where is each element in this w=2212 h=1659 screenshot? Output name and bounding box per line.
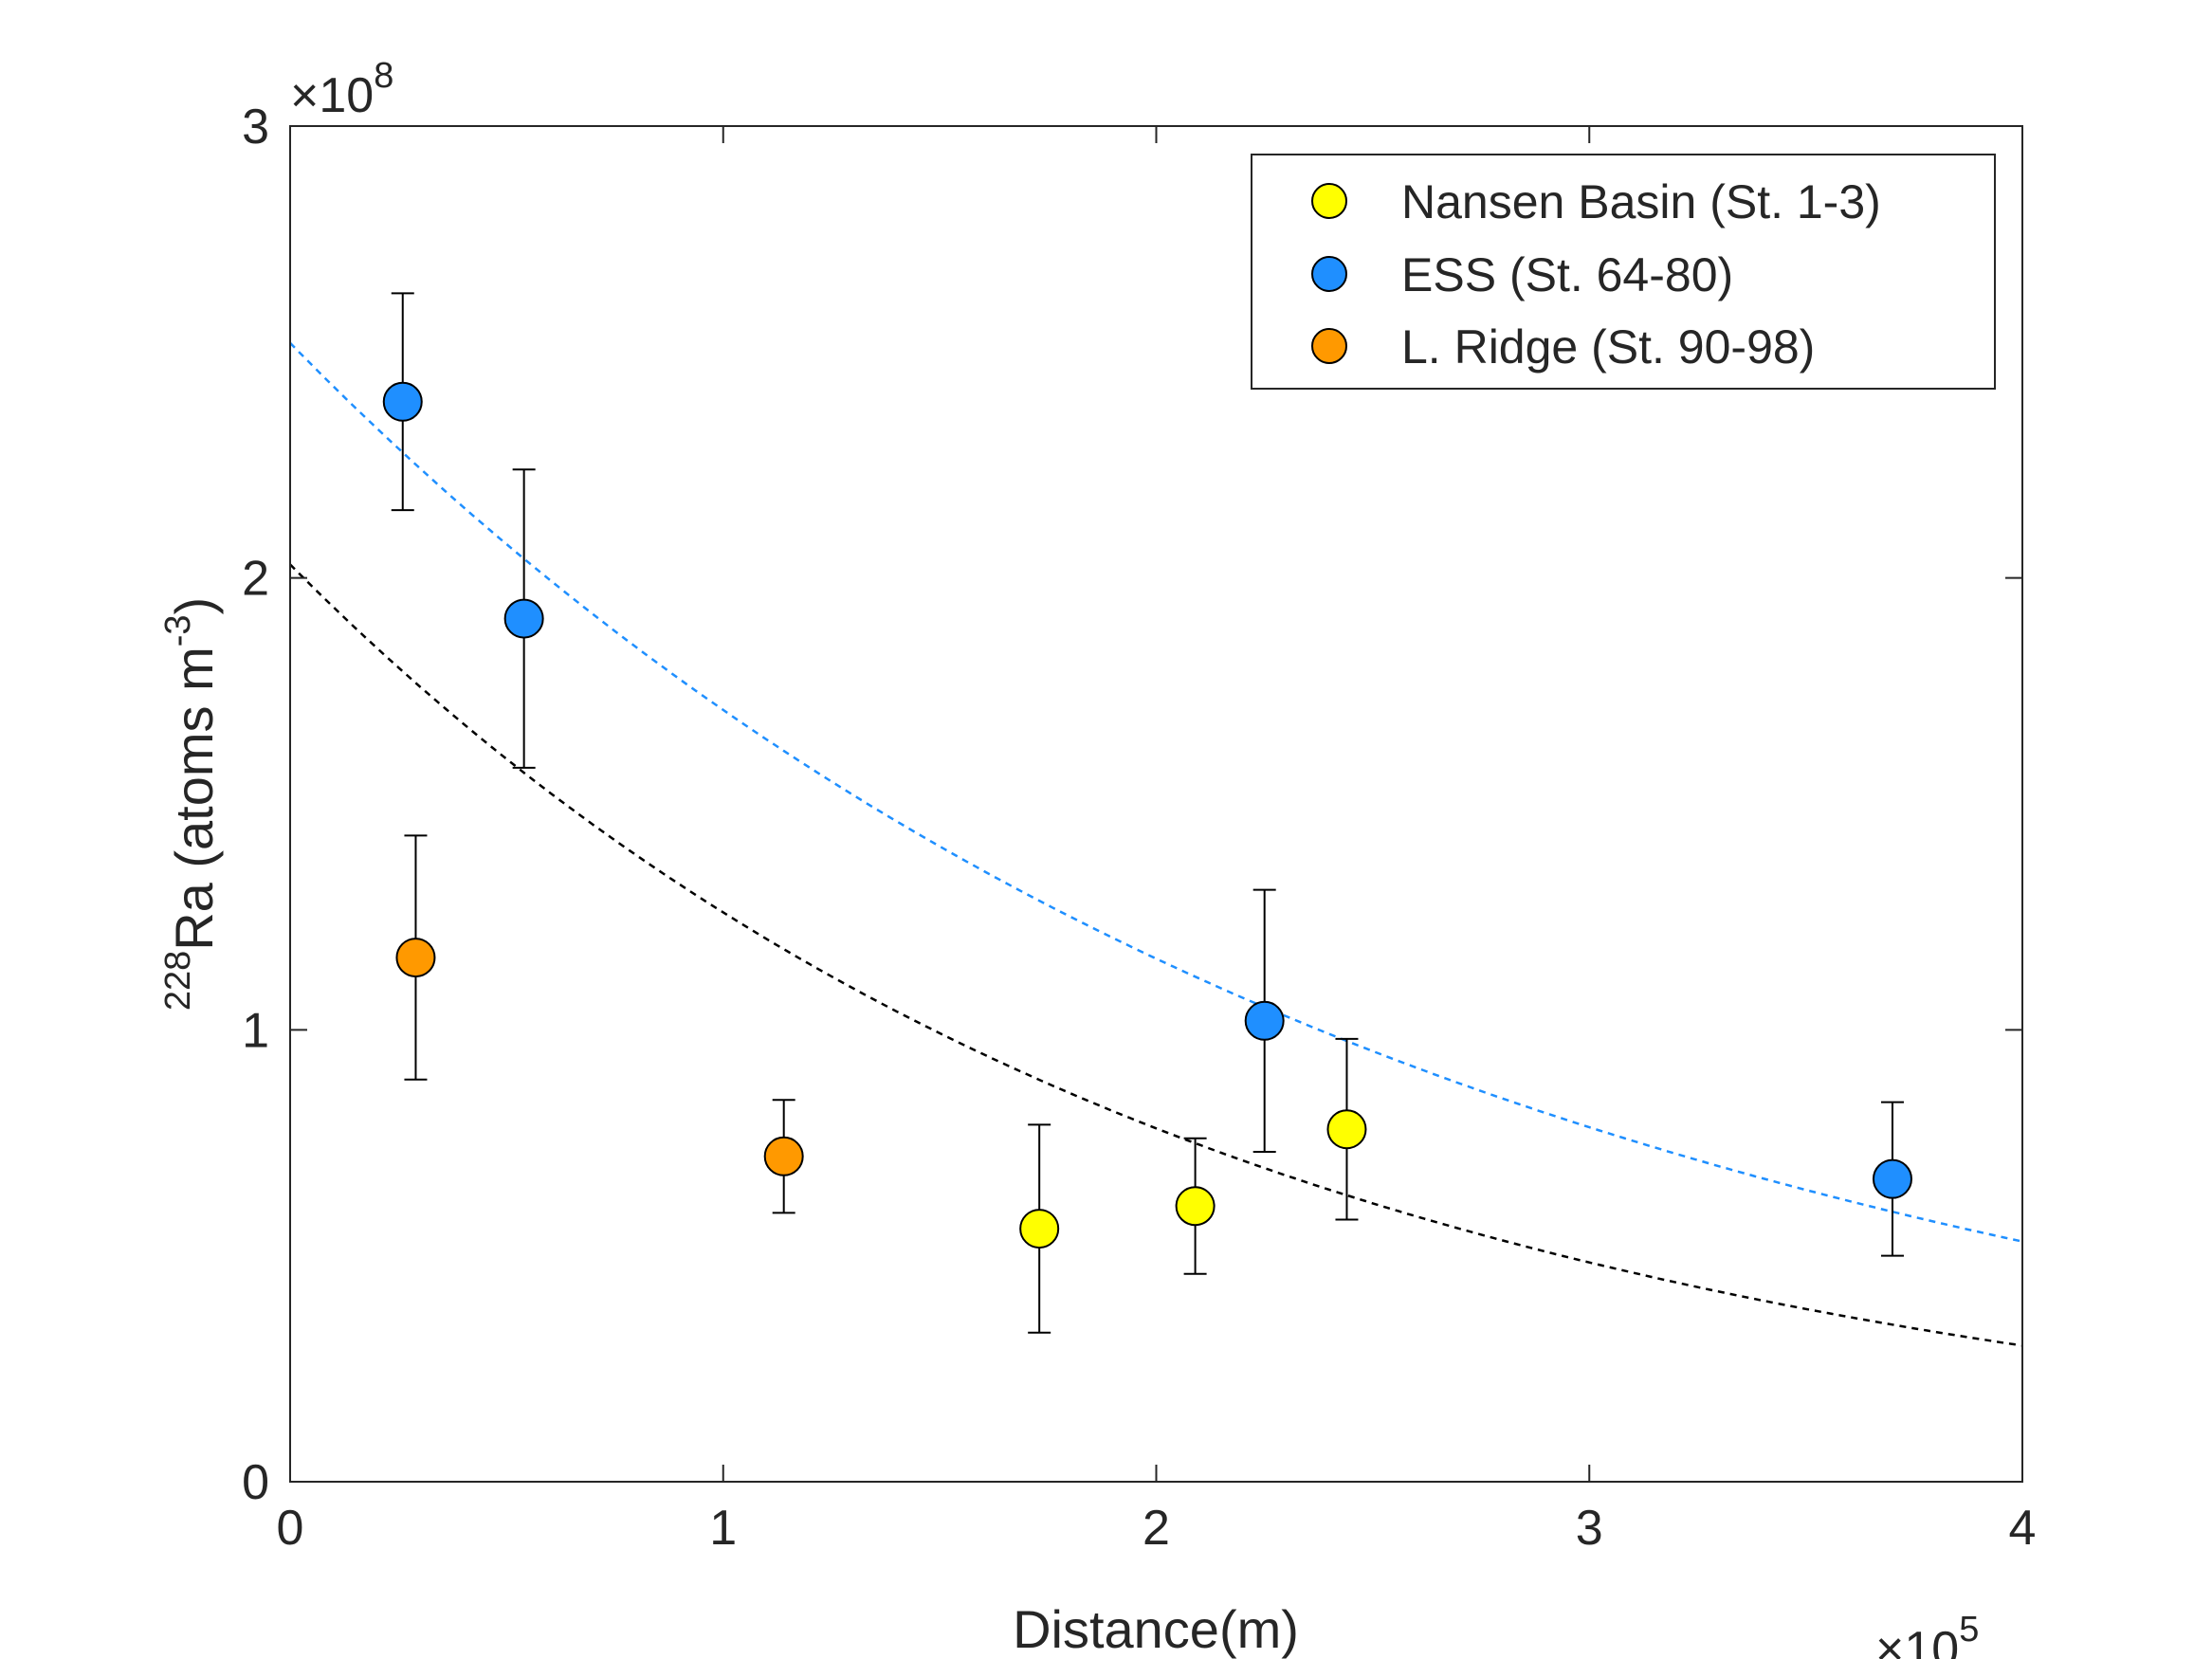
legend-marker-lridge bbox=[1311, 328, 1347, 364]
x-multiplier: ×105 bbox=[1875, 1610, 1979, 1659]
y-label-exponent: -3 bbox=[158, 614, 198, 647]
x-tick-label: 2 bbox=[1143, 1501, 1170, 1556]
x-tick-label: 3 bbox=[1576, 1501, 1603, 1556]
y-tick-label: 2 bbox=[242, 552, 269, 607]
data-point-series2-0 bbox=[395, 938, 436, 978]
data-point-series1-1 bbox=[503, 598, 544, 639]
legend-label-nansen: Nansen Basin (St. 1-3) bbox=[1401, 175, 1881, 228]
x-multiplier-base: ×10 bbox=[1875, 1622, 1959, 1659]
x-tick-label: 4 bbox=[2009, 1501, 2037, 1556]
x-axis-ticks: 0 1 2 3 4 bbox=[277, 126, 2037, 1556]
x-tick-label: 0 bbox=[277, 1501, 304, 1556]
y-tick-label: 1 bbox=[242, 1003, 269, 1058]
data-point-series0-2 bbox=[1326, 1109, 1367, 1150]
data-point-series0-1 bbox=[1175, 1186, 1216, 1227]
x-axis-label: Distance(m) bbox=[1013, 1599, 1299, 1659]
y-axis-ticks: 0 1 2 3 bbox=[242, 100, 2022, 1510]
legend-box bbox=[1251, 154, 1996, 390]
y-axis-label: 228Ra (atoms m-3) bbox=[158, 597, 224, 1011]
data-point-series1-0 bbox=[382, 381, 423, 422]
legend-label-ess: ESS (St. 64-80) bbox=[1401, 248, 1733, 301]
y-tick-label: 3 bbox=[242, 100, 269, 155]
data-point-series2-1 bbox=[763, 1136, 804, 1176]
legend-label-lridge: L. Ridge (St. 90-98) bbox=[1401, 320, 1815, 374]
legend-marker-nansen bbox=[1311, 183, 1347, 219]
x-multiplier-exponent: 5 bbox=[1959, 1610, 1979, 1650]
y-tick-label: 0 bbox=[242, 1455, 269, 1510]
y-multiplier-base: ×10 bbox=[290, 68, 374, 123]
legend-marker-ess bbox=[1311, 256, 1347, 292]
data-point-series1-2 bbox=[1244, 1000, 1285, 1041]
y-multiplier: ×108 bbox=[290, 56, 393, 123]
y-label-close: ) bbox=[164, 597, 224, 615]
y-label-superscript: 228 bbox=[158, 951, 198, 1011]
y-label-main: Ra (atoms m bbox=[164, 647, 224, 951]
legend: Nansen Basin (St. 1-3) ESS (St. 64-80) L… bbox=[1251, 154, 1996, 390]
fit-curves bbox=[289, 341, 2023, 1347]
fit-curve-1 bbox=[289, 563, 2023, 1347]
data-point-series0-0 bbox=[1019, 1209, 1060, 1249]
x-tick-label: 1 bbox=[709, 1501, 737, 1556]
data-markers bbox=[382, 381, 1912, 1249]
data-point-series1-3 bbox=[1872, 1158, 1912, 1199]
y-multiplier-exponent: 8 bbox=[374, 56, 393, 96]
